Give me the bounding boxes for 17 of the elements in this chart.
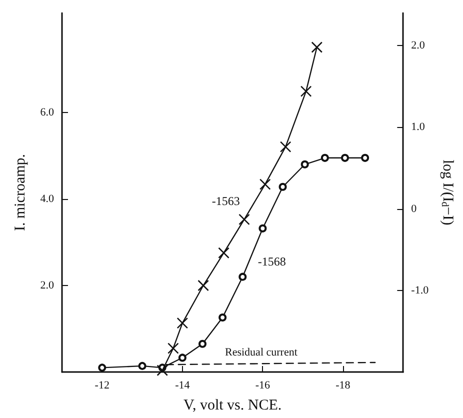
x-tick-label: -14 [175,380,190,392]
y2-tick-label: 2.0 [411,40,426,52]
y2-tick-label: -1.0 [411,284,430,296]
annotation: -1568 [258,254,286,269]
annotation: -1563 [212,194,240,208]
y2-tick-label: 0 [411,202,418,215]
y-tick-label: 4.0 [40,192,54,205]
y2-tick-label: 1.0 [411,121,426,134]
annotation: Residual current [225,346,298,358]
x-tick-label: -12 [94,380,110,392]
y-tick-label: 2.0 [40,279,54,292]
y-axis-title: I. microamp. [12,154,28,232]
x-tick-label: -18 [336,380,351,392]
x-axis-title: V, volt vs. NCE. [184,398,282,414]
y2-axis-title: log I/(Id−I) [439,160,456,226]
y-tick-label: 6.0 [40,106,54,118]
x-tick-label: -16 [255,380,271,392]
